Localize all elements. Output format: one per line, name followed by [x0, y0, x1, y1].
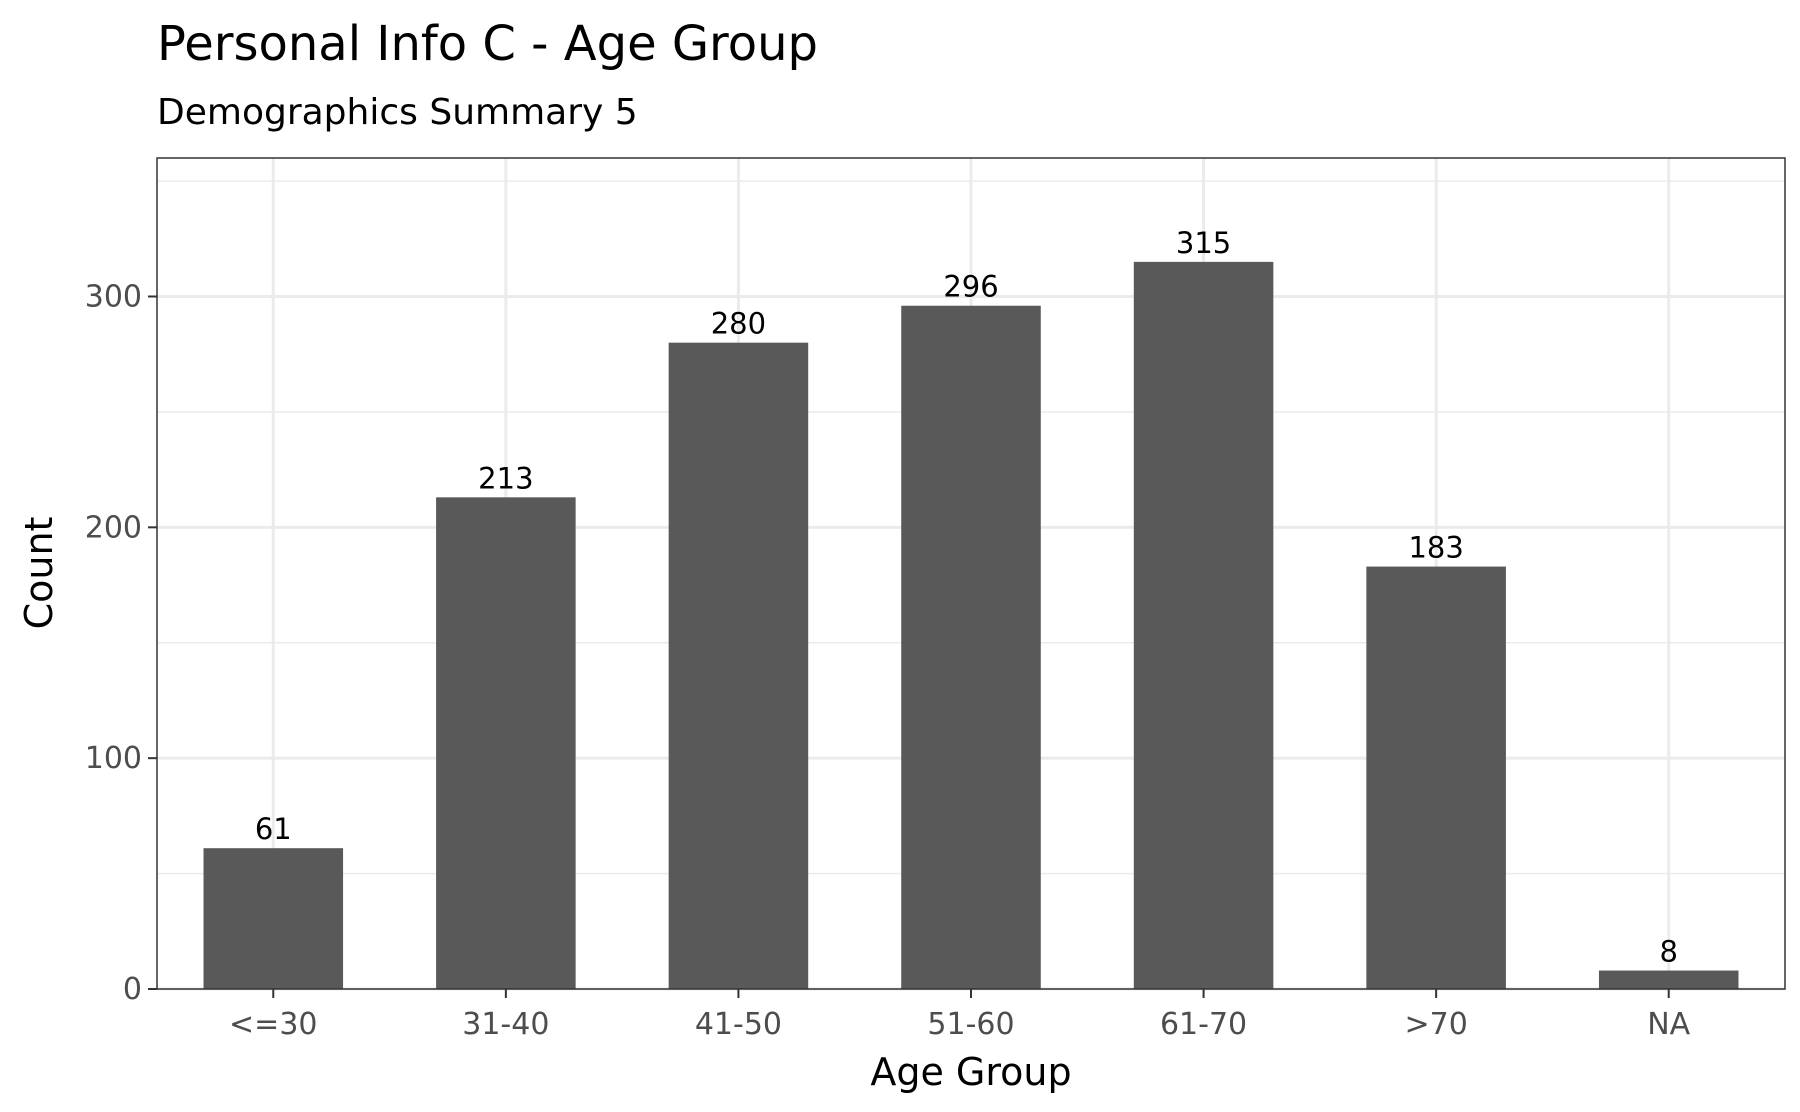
x-tick-label: >70 — [1404, 1007, 1467, 1042]
chart-subtitle: Demographics Summary 5 — [157, 92, 638, 133]
y-tick-label: 0 — [123, 972, 142, 1007]
bar — [1133, 261, 1274, 989]
bar — [901, 305, 1041, 989]
bar-data-label: 280 — [711, 307, 766, 341]
x-tick-label: 61-70 — [1160, 1007, 1247, 1042]
y-axis-title: Count — [17, 517, 61, 630]
x-axis: <=30 31-40 41-50 51-60 61-70 >70 NA — [229, 989, 1691, 1042]
x-axis-title: Age Group — [870, 1050, 1071, 1094]
bar — [1598, 970, 1739, 989]
bars — [203, 261, 1739, 990]
bar-data-label: 183 — [1408, 531, 1463, 565]
y-tick-label: 100 — [85, 741, 142, 776]
bar-data-label: 213 — [478, 461, 533, 495]
y-axis: 0 100 200 300 — [85, 280, 157, 1007]
panel-border — [156, 157, 1786, 990]
bar-data-label: 296 — [943, 270, 998, 304]
y-tick-label: 200 — [85, 510, 142, 545]
x-tick-label: 31-40 — [462, 1007, 549, 1042]
x-tick-label: 41-50 — [695, 1007, 782, 1042]
bar-labels: 61 213 280 296 315 183 8 — [255, 226, 1678, 969]
x-tick-label: NA — [1647, 1007, 1690, 1042]
bar — [203, 848, 344, 989]
y-tick-label: 300 — [85, 280, 142, 315]
bar-data-label: 315 — [1176, 226, 1231, 260]
bar — [668, 342, 809, 990]
x-tick-label: 51-60 — [927, 1007, 1014, 1042]
chart-title: Personal Info C - Age Group — [157, 16, 818, 72]
x-tick-label: <=30 — [229, 1007, 317, 1042]
bar — [1366, 566, 1506, 989]
bar-data-label: 61 — [255, 812, 292, 846]
bar-data-label: 8 — [1659, 935, 1677, 969]
bar — [436, 497, 576, 989]
